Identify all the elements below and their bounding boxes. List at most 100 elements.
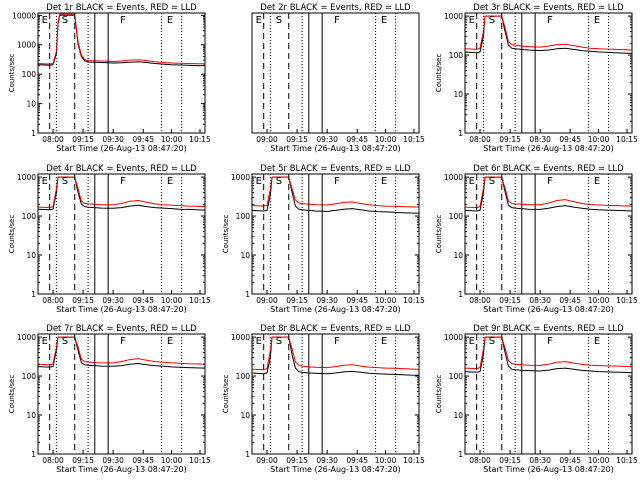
x-tick-label: 09:00 <box>256 135 278 144</box>
marker-label: F <box>547 176 553 187</box>
y-tick-label: 10 <box>240 411 250 420</box>
x-tick-label: 09:15 <box>499 296 521 305</box>
x-axis-label: Start Time (26-Aug-13 08:47:20) <box>56 144 187 153</box>
x-tick-label: 09:15 <box>72 296 94 305</box>
y-tick-label: 1 <box>245 290 250 299</box>
marker-label: S <box>62 336 68 347</box>
panel-title: Det 3r BLACK = Events, RED = LLD <box>473 3 624 13</box>
y-axis-label: Counts/sec <box>8 215 16 254</box>
marker-label: F <box>547 336 553 347</box>
plot-frame <box>464 173 633 295</box>
plot-frame <box>251 173 420 295</box>
plot-frame <box>37 333 206 455</box>
marker-label: E <box>381 176 387 187</box>
x-tick-label: 10:15 <box>189 135 211 144</box>
marker-label: S <box>276 336 282 347</box>
x-tick-label: 10:15 <box>403 456 425 465</box>
y-tick-label: 100 <box>449 51 464 60</box>
x-tick-label: 08:00 <box>469 135 491 144</box>
y-tick-label: 10 <box>453 251 463 260</box>
marker-label: E <box>167 336 173 347</box>
x-tick-label: 09:45 <box>132 135 154 144</box>
x-tick-label: 10:15 <box>189 296 211 305</box>
x-tick-label: 10:00 <box>161 135 183 144</box>
lld-series-line <box>251 176 420 208</box>
panel-det-9: Det 9r BLACK = Events, RED = LLD E S F E 1 10 1… <box>435 324 638 474</box>
y-tick-label: 10 <box>26 411 36 420</box>
marker-label: E <box>594 15 600 26</box>
x-axis-label: Start Time (26-Aug-13 08:47:20) <box>56 305 187 314</box>
x-tick-label: 10:00 <box>161 456 183 465</box>
marker-label: F <box>334 176 340 187</box>
x-tick-label: 09:45 <box>346 296 368 305</box>
panel-det-5: Det 5r BLACK = Events, RED = LLD E S F E 1 10 1… <box>222 164 425 314</box>
x-axis-label: Start Time (26-Aug-13 08:47:20) <box>270 305 401 314</box>
panel-det-3: Det 3r BLACK = Events, RED = LLD E S F E 1 10 1… <box>435 3 638 153</box>
x-tick-label: 10:15 <box>616 296 638 305</box>
x-tick-label: 09:15 <box>286 135 308 144</box>
lld-series-line <box>464 176 633 209</box>
marker-label: E <box>381 15 387 26</box>
x-tick-label: 09:30 <box>102 296 124 305</box>
marker-label: E <box>42 15 48 26</box>
marker-label: E <box>42 176 48 187</box>
marker-label: F <box>334 15 340 26</box>
x-axis-label: Start Time (26-Aug-13 08:47:20) <box>483 465 614 474</box>
x-tick-label: 08:00 <box>42 456 64 465</box>
y-tick-label: 1 <box>458 450 463 459</box>
lld-series-line <box>37 336 206 366</box>
x-tick-label: 10:00 <box>375 456 397 465</box>
x-axis-label: Start Time (26-Aug-13 08:47:20) <box>270 144 401 153</box>
x-tick-label: 09:45 <box>559 296 581 305</box>
panel-det-6: Det 6r BLACK = Events, RED = LLD E S F E 1 10 1… <box>435 164 638 314</box>
marker-label: E <box>469 336 475 347</box>
marker-label: E <box>469 15 475 26</box>
y-tick-label: 1000 <box>17 173 36 182</box>
y-tick-label: 100 <box>449 212 464 221</box>
x-axis-label: Start Time (26-Aug-13 08:47:20) <box>270 465 401 474</box>
y-tick-label: 100 <box>449 372 464 381</box>
x-tick-label: 10:00 <box>588 296 610 305</box>
x-tick-label: 10:15 <box>189 456 211 465</box>
marker-label: E <box>594 176 600 187</box>
y-axis-label: Counts/sec <box>435 375 443 414</box>
marker-label: E <box>381 336 387 347</box>
y-tick-label: 100 <box>22 212 37 221</box>
x-tick-label: 10:00 <box>375 296 397 305</box>
lld-series-line <box>37 176 206 209</box>
marker-label: E <box>256 15 262 26</box>
x-tick-label: 08:00 <box>469 296 491 305</box>
panel-title: Det 6r BLACK = Events, RED = LLD <box>473 164 624 174</box>
y-tick-label: 1000 <box>231 173 250 182</box>
x-axis-label: Start Time (26-Aug-13 08:47:20) <box>56 465 187 474</box>
lld-series-line <box>251 336 420 371</box>
panel-title: Det 2r BLACK = Events, RED = LLD <box>260 3 411 13</box>
panel-det-7: Det 7r BLACK = Events, RED = LLD E S F E 1 10 1… <box>8 324 211 474</box>
x-tick-label: 09:30 <box>102 135 124 144</box>
x-tick-label: 09:15 <box>72 456 94 465</box>
x-tick-label: 09:15 <box>499 135 521 144</box>
x-tick-label: 09:45 <box>346 456 368 465</box>
y-tick-label: 10 <box>26 251 36 260</box>
y-tick-label: 1000 <box>17 333 36 342</box>
marker-label: E <box>42 336 48 347</box>
x-tick-label: 09:45 <box>132 296 154 305</box>
marker-label: F <box>120 15 126 26</box>
x-tick-label: 09:15 <box>286 296 308 305</box>
x-tick-label: 10:00 <box>161 296 183 305</box>
plot-frame <box>464 12 633 134</box>
y-tick-label: 100 <box>22 70 37 79</box>
y-tick-label: 10 <box>453 90 463 99</box>
lld-series-line <box>464 336 633 370</box>
x-tick-label: 09:30 <box>316 135 338 144</box>
x-tick-label: 10:00 <box>375 135 397 144</box>
y-axis-label: Counts/sec <box>222 375 230 414</box>
marker-label: E <box>167 15 173 26</box>
panel-title: Det 8r BLACK = Events, RED = LLD <box>260 324 411 334</box>
marker-label: E <box>256 176 262 187</box>
lld-series-line <box>464 15 633 51</box>
x-tick-label: 08:00 <box>42 296 64 305</box>
y-tick-label: 1 <box>458 290 463 299</box>
marker-label: S <box>276 15 282 26</box>
x-tick-label: 09:30 <box>316 456 338 465</box>
